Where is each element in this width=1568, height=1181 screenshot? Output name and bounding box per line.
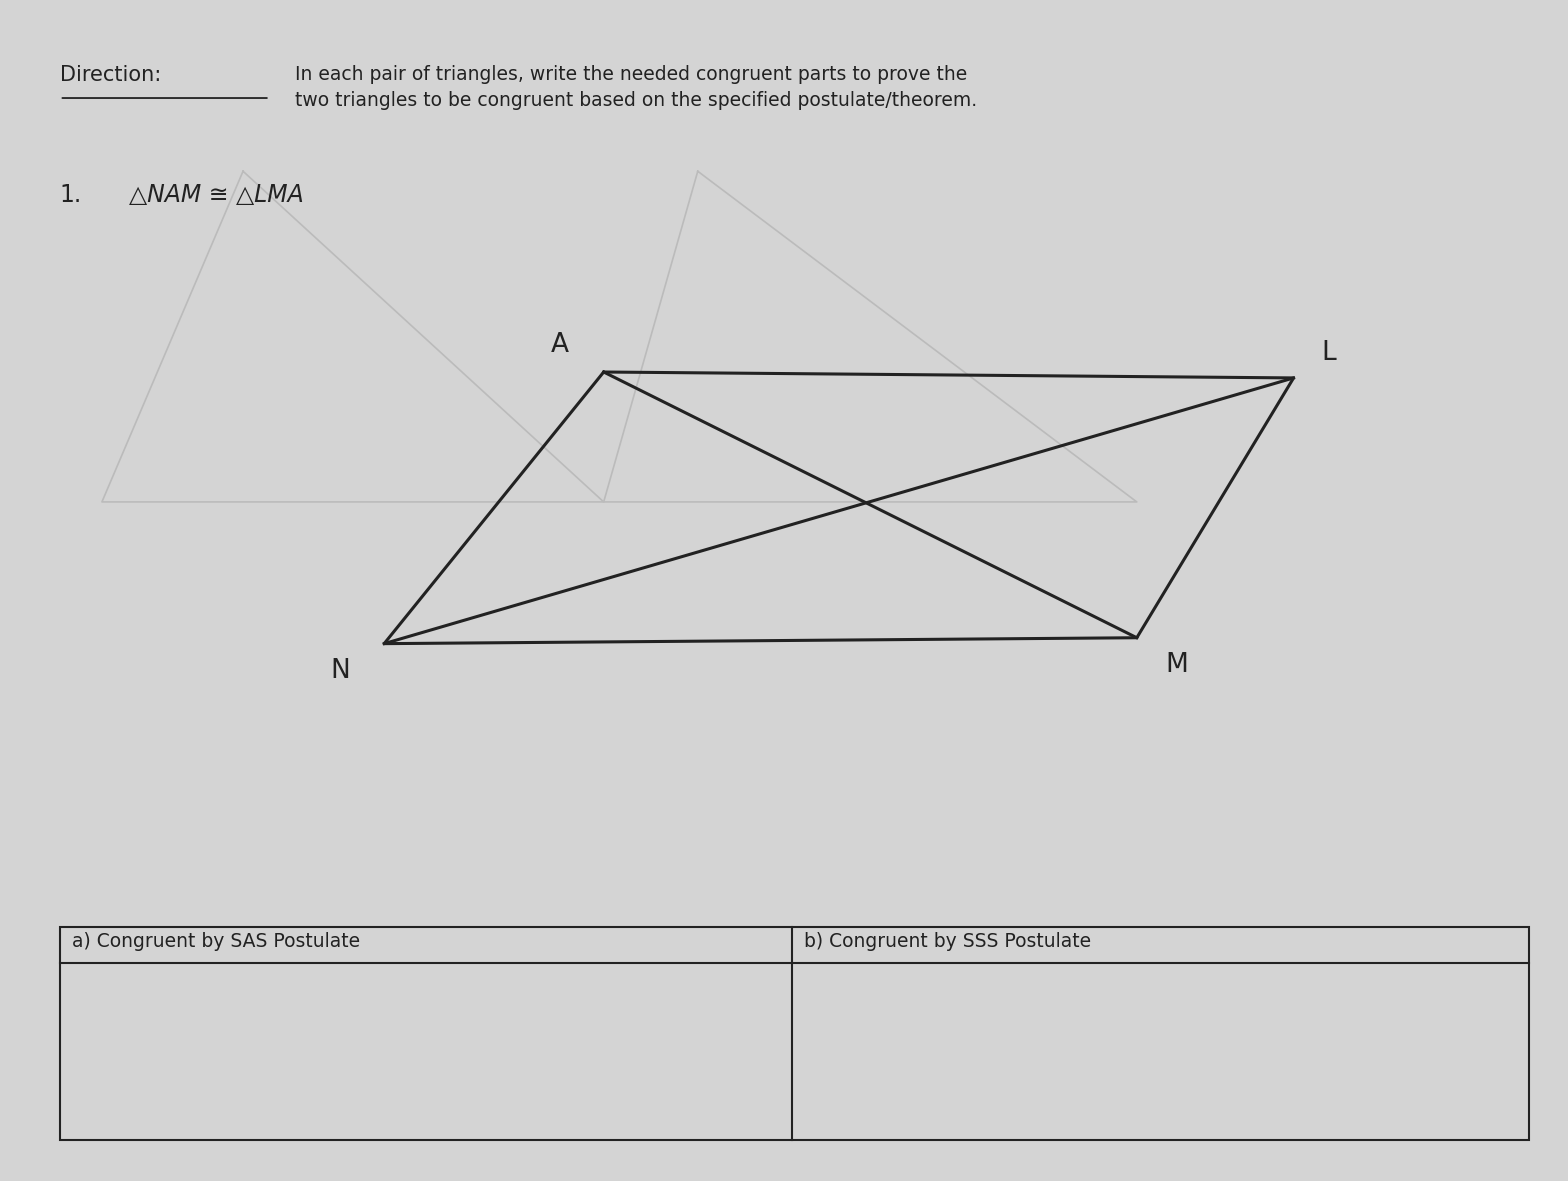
Text: △NAM ≅ △LMA: △NAM ≅ △LMA <box>129 183 303 207</box>
Text: L: L <box>1322 340 1336 366</box>
Text: a) Congruent by SAS Postulate: a) Congruent by SAS Postulate <box>72 932 361 951</box>
Text: Direction:: Direction: <box>60 65 162 85</box>
Text: In each pair of triangles, write the needed congruent parts to prove the
two tri: In each pair of triangles, write the nee… <box>295 65 977 111</box>
Bar <box>60 927 1529 1140</box>
Text: 1.: 1. <box>60 183 82 207</box>
Text: b) Congruent by SSS Postulate: b) Congruent by SSS Postulate <box>804 932 1091 951</box>
Text: N: N <box>329 658 350 684</box>
Text: M: M <box>1165 652 1189 678</box>
Text: A: A <box>552 332 569 358</box>
